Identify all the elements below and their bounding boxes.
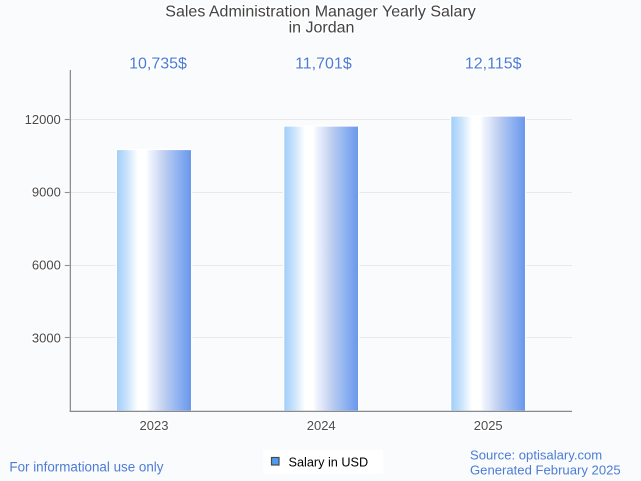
svg-text:2025: 2025 bbox=[474, 418, 503, 433]
svg-text:2024: 2024 bbox=[307, 418, 336, 433]
svg-text:Salary in USD: Salary in USD bbox=[289, 455, 369, 469]
svg-text:For informational use only: For informational use only bbox=[9, 459, 163, 474]
svg-text:11,701$: 11,701$ bbox=[295, 55, 352, 72]
svg-text:3000: 3000 bbox=[32, 330, 61, 345]
svg-text:in Jordan: in Jordan bbox=[289, 20, 355, 37]
svg-text:12000: 12000 bbox=[25, 112, 61, 127]
svg-text:2023: 2023 bbox=[140, 418, 169, 433]
svg-text:6000: 6000 bbox=[32, 258, 61, 273]
svg-text:9000: 9000 bbox=[32, 185, 61, 200]
svg-text:Generated February 2025: Generated February 2025 bbox=[470, 463, 621, 478]
svg-text:Source: optisalary.com: Source: optisalary.com bbox=[470, 447, 602, 462]
svg-text:12,115$: 12,115$ bbox=[465, 55, 522, 72]
svg-text:Sales Administration Manager Y: Sales Administration Manager Yearly Sala… bbox=[165, 4, 475, 21]
svg-text:10,735$: 10,735$ bbox=[129, 55, 187, 72]
